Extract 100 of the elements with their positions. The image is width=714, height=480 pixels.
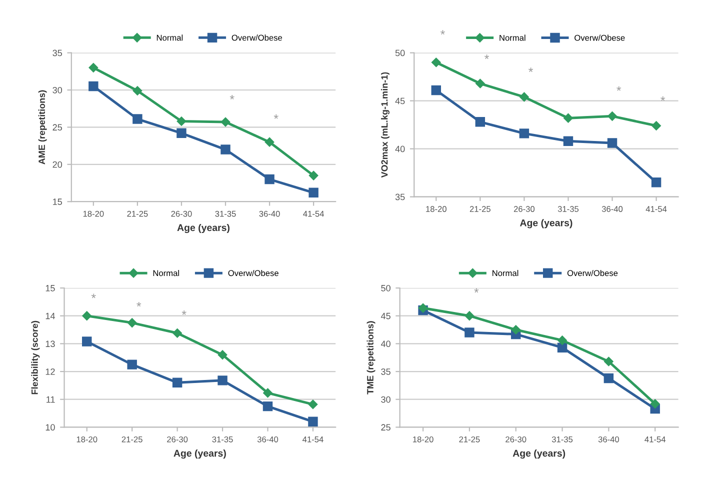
legend-label: Normal [492, 270, 518, 276]
x-tick-label: 31-35 [215, 210, 236, 217]
x-tick-label: 36-40 [602, 206, 623, 212]
annotation: * [616, 86, 622, 91]
point [604, 373, 614, 384]
point [218, 350, 228, 360]
point [262, 401, 273, 412]
annotation: * [484, 54, 490, 60]
point [264, 137, 274, 147]
x-tick-label: 36-40 [257, 436, 278, 442]
point [176, 128, 186, 138]
annotation: * [182, 310, 186, 315]
annotation: * [528, 68, 534, 72]
x-axis-title: Age (years) [512, 450, 566, 459]
point [263, 388, 272, 398]
annotation: * [474, 288, 479, 293]
y-tick-label: 35 [381, 368, 390, 375]
point [476, 78, 485, 88]
y-axis-title: TME (repetitions) [366, 321, 376, 394]
y-axis-title: Flexibility (score) [31, 320, 40, 394]
y-tick-label: 12 [46, 368, 55, 375]
annotation: * [274, 114, 278, 119]
y-tick-label: 45 [380, 312, 390, 320]
point [88, 81, 98, 92]
legend-label: Overw/Obese [574, 34, 625, 41]
y-tick-label: 50 [395, 50, 405, 56]
y-tick-label: 11 [46, 396, 55, 403]
y-tick-label: 15 [46, 285, 55, 292]
point [308, 188, 318, 198]
annotation: * [136, 302, 142, 307]
x-tick-label: 21-25 [127, 210, 148, 217]
point [563, 136, 574, 146]
text: * [440, 30, 445, 35]
x-axis-title: Age (years) [520, 219, 572, 228]
point [172, 328, 182, 338]
point [564, 113, 573, 123]
point [604, 356, 614, 366]
x-tick-label: 36-40 [259, 210, 280, 217]
y-tick-label: 50 [381, 284, 390, 292]
legend-label: Overw/Obese [567, 270, 618, 276]
x-tick-label: 21-25 [122, 436, 142, 442]
point [220, 144, 230, 154]
x-tick-label: 26-30 [506, 436, 526, 442]
x-tick-label: 18-20 [76, 436, 98, 442]
point [650, 399, 660, 408]
y-tick-label: 25 [381, 424, 390, 431]
y-tick-label: 13 [46, 340, 55, 348]
point [431, 85, 441, 96]
x-tick-label: 36-40 [598, 436, 620, 442]
y-axis-title: AME (repetitions) [38, 90, 47, 164]
point [519, 128, 530, 138]
legend-label: Normal [153, 270, 179, 276]
point [308, 170, 318, 180]
point [88, 63, 98, 72]
x-tick-label: 31-35 [558, 206, 579, 212]
x-tick-label: 41-54 [644, 436, 666, 442]
y-axis-title: VO2max (mL.kg-1.min-1) [381, 72, 390, 178]
point [475, 117, 486, 127]
y-tick-label: 35 [395, 194, 405, 200]
point [608, 112, 617, 121]
x-axis-title: Age (years) [177, 224, 230, 234]
point [558, 336, 567, 345]
legend-label: Overw/Obese [228, 270, 278, 276]
point [308, 416, 318, 426]
point [557, 342, 568, 352]
point [308, 400, 318, 409]
legend-label: Overw/Obese [232, 34, 282, 41]
point [82, 336, 92, 346]
x-tick-label: 18-20 [83, 210, 104, 217]
x-axis-title: Age (years) [174, 450, 226, 459]
y-tick-label: 30 [52, 86, 62, 94]
point [82, 311, 92, 320]
x-tick-label: 31-35 [212, 436, 233, 442]
y-tick-label: 40 [395, 146, 405, 152]
point [432, 58, 441, 68]
x-tick-label: 26-30 [167, 436, 188, 442]
point [464, 311, 474, 320]
x-tick-label: 41-54 [646, 206, 667, 212]
point [511, 325, 520, 334]
annotation: * [91, 294, 96, 298]
x-tick-label: 18-20 [413, 436, 434, 442]
y-tick-label: 14 [46, 312, 55, 320]
point [220, 117, 230, 127]
x-tick-label: 18-20 [426, 206, 446, 212]
point [132, 86, 142, 96]
y-tick-label: 10 [46, 424, 55, 431]
x-tick-label: 26-30 [514, 206, 535, 212]
y-tick-label: 20 [52, 161, 62, 168]
point [218, 376, 228, 386]
point [264, 174, 274, 184]
y-tick-label: 45 [395, 98, 405, 104]
y-tick-label: 35 [52, 50, 62, 56]
x-tick-label: 31-35 [552, 436, 573, 442]
y-tick-label: 30 [381, 396, 390, 403]
legend-label: Normal [500, 34, 526, 41]
point [520, 92, 529, 102]
point [464, 328, 474, 338]
point [172, 378, 182, 388]
point [651, 178, 662, 188]
annotation: * [660, 96, 666, 101]
